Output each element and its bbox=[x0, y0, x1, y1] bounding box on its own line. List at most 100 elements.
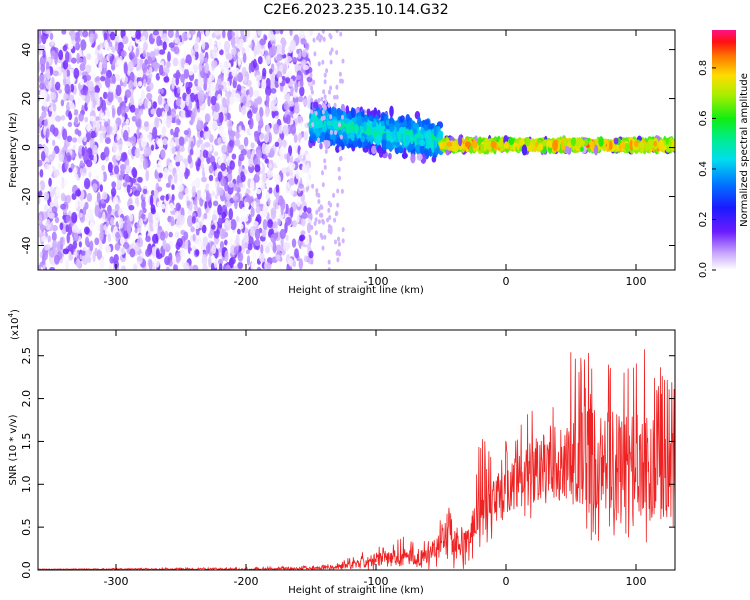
spectrogram-cell bbox=[407, 119, 412, 131]
spectrogram-cell bbox=[223, 75, 227, 82]
spectrogram-cell bbox=[127, 148, 132, 156]
spectrogram-cell bbox=[128, 40, 133, 52]
spectrogram-cell bbox=[65, 194, 72, 204]
spectrogram-cell bbox=[96, 122, 100, 134]
spectrogram-cell bbox=[38, 125, 41, 135]
spectrogram-cell bbox=[158, 159, 164, 166]
spectrogram-cell bbox=[327, 224, 331, 229]
spectrogram-cell bbox=[328, 89, 331, 95]
spectrogram-cell bbox=[85, 239, 90, 247]
spectrogram-cell bbox=[409, 132, 414, 145]
spectrogram-cell bbox=[213, 151, 219, 157]
spectrogram-cell bbox=[39, 169, 44, 178]
spectrogram-cell bbox=[296, 223, 302, 233]
spectrogram-y-tick-label: -20 bbox=[20, 188, 33, 206]
spectrogram-x-tick-label: 100 bbox=[626, 275, 647, 288]
spectrogram-cell bbox=[313, 221, 317, 227]
spectrogram-cell bbox=[638, 141, 645, 148]
spectrogram-cell bbox=[403, 147, 407, 159]
spectrogram-cell bbox=[81, 146, 85, 157]
spectrogram-cell bbox=[170, 128, 174, 136]
spectrogram-cell bbox=[260, 211, 266, 218]
spectrogram-cell bbox=[183, 129, 190, 136]
spectrogram-cell bbox=[268, 187, 273, 194]
spectrogram-cell bbox=[208, 255, 212, 268]
spectrogram-cell bbox=[322, 115, 326, 121]
spectrogram-cell bbox=[602, 141, 607, 151]
spectrogram-cell bbox=[141, 62, 148, 74]
spectrogram-cell bbox=[338, 175, 341, 181]
spectrogram-cell bbox=[269, 147, 275, 158]
spectrogram-cell bbox=[163, 66, 170, 74]
spectrogram-cell bbox=[279, 30, 284, 35]
spectrogram-cell bbox=[226, 80, 231, 92]
spectrogram-cell bbox=[248, 156, 254, 168]
spectrogram-cell bbox=[301, 163, 309, 174]
spectrogram-cell bbox=[194, 196, 198, 209]
spectrogram-cell bbox=[327, 259, 331, 265]
spectrogram-cell bbox=[169, 139, 175, 148]
spectrogram-cell bbox=[180, 162, 186, 174]
spectrogram-cell bbox=[142, 188, 148, 195]
spectrogram-cell bbox=[66, 135, 73, 143]
spectrogram-cell bbox=[227, 119, 233, 131]
spectrogram-cell bbox=[404, 135, 411, 146]
spectrogram-cell bbox=[264, 106, 270, 118]
spectrogram-cell bbox=[314, 110, 318, 116]
spectrogram-cell bbox=[73, 109, 79, 116]
spectrogram-cell bbox=[312, 37, 316, 43]
spectrogram-cell bbox=[135, 216, 139, 223]
spectrogram-cell bbox=[317, 61, 321, 67]
spectrogram-cell bbox=[255, 112, 260, 122]
spectrogram-cell bbox=[315, 209, 319, 215]
spectrogram-cell bbox=[127, 60, 134, 72]
spectrogram-cell bbox=[311, 183, 315, 189]
spectrogram-cell bbox=[310, 109, 314, 115]
spectrogram-cell bbox=[233, 92, 241, 103]
spectrogram-cell bbox=[73, 67, 80, 79]
spectrogram-cell bbox=[41, 111, 47, 119]
spectrogram-cell bbox=[598, 136, 604, 147]
spectrogram-cell bbox=[314, 217, 318, 223]
spectrogram-cell bbox=[341, 238, 345, 244]
spectrogram-cell bbox=[183, 262, 190, 270]
spectrogram-cell bbox=[335, 210, 339, 216]
spectrogram-cell bbox=[209, 144, 213, 152]
spectrogram-cell bbox=[130, 93, 134, 104]
spectrogram-cell bbox=[203, 129, 211, 140]
spectrogram-cell bbox=[338, 71, 342, 77]
spectrogram-cell bbox=[102, 91, 108, 100]
spectrogram-cell bbox=[38, 74, 45, 85]
spectrogram-cell bbox=[60, 181, 65, 190]
spectrogram-cell bbox=[107, 233, 112, 243]
spectrogram-cell bbox=[117, 96, 123, 104]
spectrogram-cell bbox=[130, 136, 137, 145]
spectrogram-cell bbox=[256, 149, 263, 159]
spectrogram-cell bbox=[320, 125, 327, 133]
spectrogram-cell bbox=[199, 52, 205, 64]
spectrogram-cell bbox=[158, 64, 164, 76]
spectrogram-cell bbox=[264, 245, 270, 254]
spectrogram-cell bbox=[314, 230, 318, 236]
spectrogram-cell bbox=[38, 30, 42, 39]
spectrogram-cell bbox=[60, 192, 66, 202]
spectrogram-cell bbox=[191, 185, 196, 198]
spectrogram-cell bbox=[296, 115, 303, 124]
spectrogram-cell bbox=[78, 112, 84, 122]
spectrogram-cell bbox=[166, 97, 173, 105]
snr-x-tick-label: -300 bbox=[104, 575, 129, 588]
spectrogram-cell bbox=[198, 62, 203, 72]
spectrogram-cell bbox=[262, 172, 266, 183]
spectrogram-cell bbox=[50, 91, 57, 101]
spectrogram-cell bbox=[142, 50, 146, 58]
spectrogram-cell bbox=[203, 212, 208, 220]
spectrogram-cell bbox=[61, 30, 67, 35]
spectrogram-cell bbox=[204, 201, 208, 210]
snr-series-line bbox=[38, 349, 675, 570]
snr-x-axis-label: Height of straight line (km) bbox=[288, 585, 424, 596]
spectrogram-cell bbox=[110, 187, 117, 197]
spectrogram-cell bbox=[182, 255, 187, 262]
spectrogram-cell bbox=[41, 235, 48, 243]
spectrogram-cell bbox=[58, 88, 62, 94]
spectrogram-cell bbox=[66, 232, 70, 244]
